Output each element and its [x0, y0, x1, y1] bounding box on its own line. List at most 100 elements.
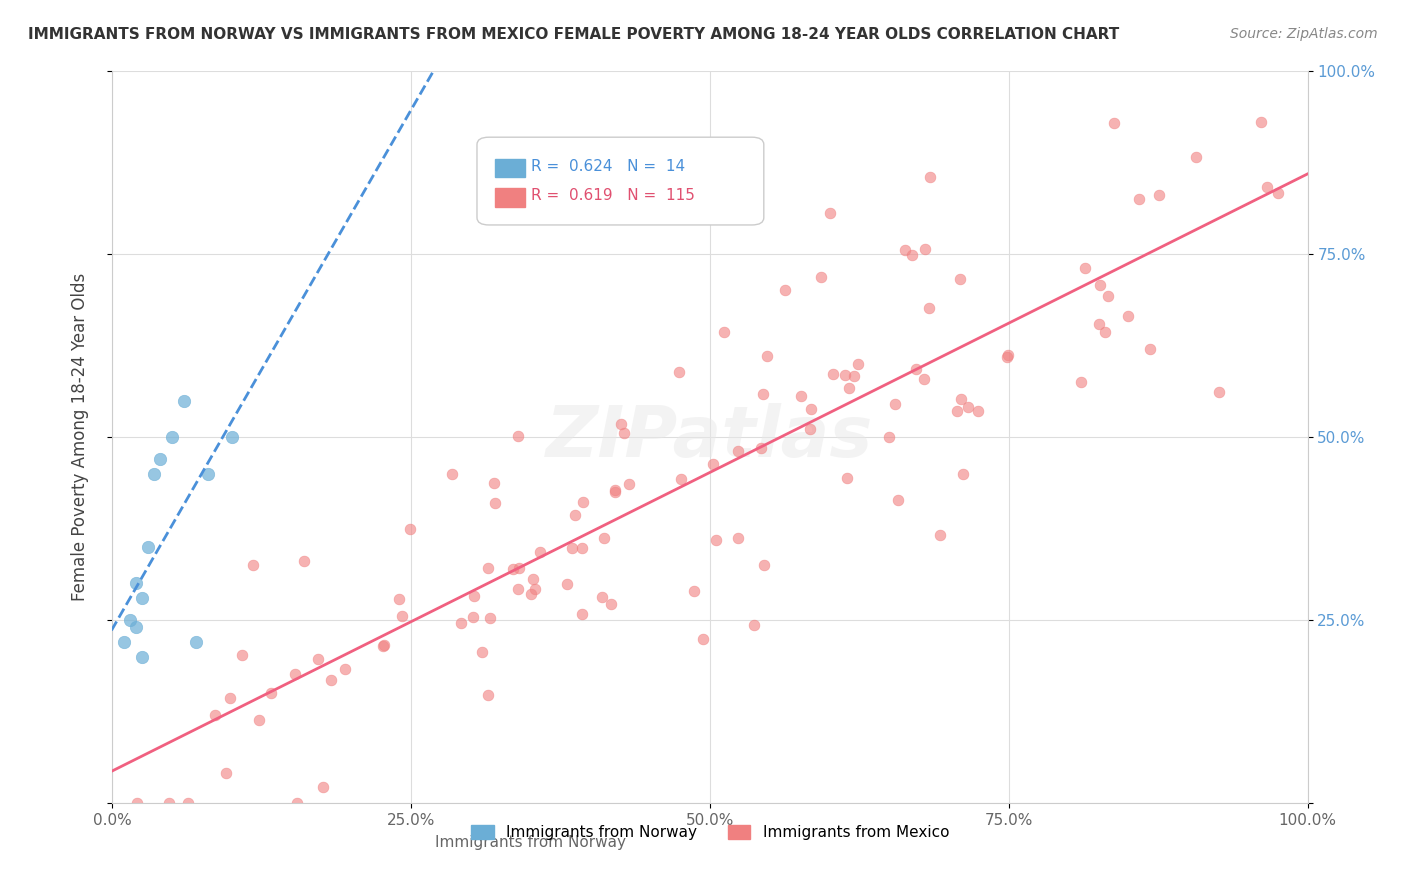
Point [752, 387, 775, 401]
FancyBboxPatch shape [495, 159, 524, 178]
Point [884, 397, 907, 411]
Point [946, 404, 969, 418]
Point [1139, 343, 1161, 357]
Point [821, 367, 844, 381]
Legend: Immigrants from Norway, Immigrants from Mexico: Immigrants from Norway, Immigrants from … [465, 819, 955, 847]
Text: R =  0.624   N =  14: R = 0.624 N = 14 [531, 159, 685, 174]
Point [231, 648, 253, 663]
Point [572, 495, 595, 509]
Point [1097, 289, 1119, 303]
Point [285, 796, 308, 810]
Point [260, 685, 283, 699]
Point [901, 248, 924, 262]
Point [221, 430, 243, 444]
Point [463, 590, 485, 604]
Point [1102, 116, 1125, 130]
Point [333, 662, 356, 676]
Point [138, 540, 160, 554]
Point [478, 611, 501, 625]
Point [692, 632, 714, 646]
Point [905, 361, 928, 376]
Point [162, 430, 183, 444]
Point [555, 577, 578, 591]
Point [842, 368, 865, 383]
Point [1073, 260, 1095, 275]
Text: ZIPatlas: ZIPatlas [547, 402, 873, 472]
Point [1070, 376, 1092, 390]
Point [846, 357, 869, 371]
Point [682, 584, 704, 599]
Point [561, 541, 583, 556]
Point [177, 796, 200, 810]
Point [388, 592, 411, 607]
Point [613, 426, 636, 441]
Point [742, 618, 765, 632]
Point [373, 638, 395, 652]
Point [668, 365, 690, 379]
Point [912, 372, 935, 386]
Point [523, 582, 546, 596]
Point [1116, 310, 1139, 324]
Point [1256, 180, 1278, 194]
Point [127, 796, 149, 810]
Point [477, 688, 499, 702]
Text: IMMIGRANTS FROM NORWAY VS IMMIGRANTS FROM MEXICO FEMALE POVERTY AMONG 18-24 YEAR: IMMIGRANTS FROM NORWAY VS IMMIGRANTS FRO… [28, 27, 1119, 42]
Point [219, 691, 242, 706]
Point [319, 673, 342, 687]
Point [952, 467, 974, 482]
Point [450, 615, 472, 630]
Point [292, 554, 315, 568]
Point [775, 283, 797, 297]
Point [967, 404, 990, 418]
Point [1088, 278, 1111, 293]
FancyBboxPatch shape [495, 188, 524, 207]
Point [790, 389, 813, 403]
Point [820, 206, 842, 220]
Text: Source: ZipAtlas.com: Source: ZipAtlas.com [1230, 27, 1378, 41]
Point [197, 467, 219, 481]
Text: Immigrants from Norway: Immigrants from Norway [436, 835, 626, 850]
Point [1088, 317, 1111, 331]
Point [593, 531, 616, 545]
Text: R =  0.619   N =  115: R = 0.619 N = 115 [531, 188, 695, 203]
Point [706, 533, 728, 547]
Point [671, 472, 693, 486]
Point [508, 561, 530, 575]
Point [619, 476, 641, 491]
Point [950, 392, 973, 406]
Y-axis label: Female Poverty Among 18-24 Year Olds: Female Poverty Among 18-24 Year Olds [70, 273, 89, 601]
Point [609, 417, 631, 431]
Point [605, 483, 627, 498]
Point [956, 401, 979, 415]
Point [120, 613, 142, 627]
Point [157, 796, 180, 810]
Point [918, 301, 941, 315]
Point [508, 429, 530, 443]
Point [879, 430, 901, 444]
Point [571, 607, 593, 621]
Point [502, 562, 524, 576]
Point [173, 393, 195, 408]
Point [529, 544, 551, 558]
Point [1267, 186, 1289, 201]
Point [247, 713, 270, 727]
Point [477, 561, 499, 575]
Point [482, 475, 505, 490]
Point [835, 471, 858, 485]
Point [603, 485, 626, 500]
Point [756, 349, 779, 363]
Point [522, 572, 544, 586]
Point [114, 635, 135, 649]
Point [307, 651, 329, 665]
Point [125, 576, 148, 591]
Point [918, 170, 941, 185]
Point [125, 620, 148, 634]
Point [440, 467, 463, 482]
Point [1185, 150, 1208, 164]
Point [1149, 188, 1171, 202]
Point [834, 368, 856, 382]
Point [810, 269, 832, 284]
Point [591, 590, 613, 604]
Point [1250, 115, 1272, 129]
Point [312, 780, 335, 794]
